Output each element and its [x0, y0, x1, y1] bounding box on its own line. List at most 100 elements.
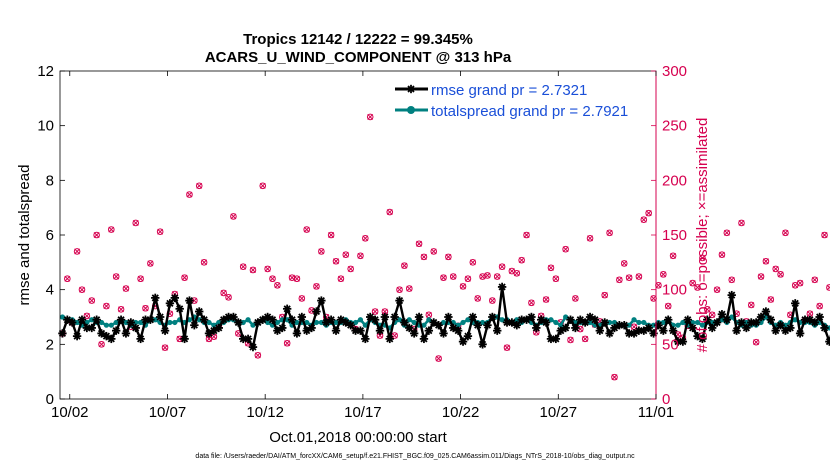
rmse-point: [175, 304, 184, 313]
totalspread-point: [421, 322, 427, 328]
obs-assimilated-marker: [723, 229, 730, 236]
rmse-point: [483, 321, 492, 330]
rmse-point: [600, 318, 609, 327]
totalspread-point: [626, 322, 632, 328]
obs-possible-marker: [606, 229, 613, 237]
obs-assimilated-marker: [88, 297, 95, 304]
obs-assimilated-marker: [440, 274, 447, 281]
obs-assimilated-marker: [645, 210, 652, 217]
obs-possible-marker: [811, 276, 819, 284]
rmse-point: [766, 315, 776, 324]
rmse-point: [688, 323, 697, 333]
obs-assimilated-marker: [709, 311, 716, 318]
obs-possible-marker: [347, 265, 354, 273]
obs-assimilated-marker: [660, 271, 667, 278]
obs-possible-marker: [230, 213, 237, 220]
totalspread-point: [74, 319, 80, 326]
totalspread-point: [694, 319, 701, 326]
obs-possible-marker: [762, 257, 770, 265]
totalspread-point: [699, 322, 706, 328]
obs-assimilated-marker: [367, 113, 374, 120]
obs-assimilated-marker: [552, 275, 559, 282]
data-file-footer: data file: /Users/raeder/DAI/ATM_forcXX/…: [195, 453, 635, 460]
obs-assimilated-marker: [494, 273, 501, 280]
obs-assimilated-marker: [806, 310, 813, 317]
rmse-point: [527, 312, 536, 322]
rmse-point: [151, 293, 160, 303]
obs-assimilated-marker: [372, 308, 379, 315]
rmse-point: [190, 321, 199, 330]
obs-possible-marker: [337, 275, 345, 283]
obs-possible-marker: [723, 229, 731, 237]
obs-assimilated-marker: [425, 311, 432, 318]
obs-possible-marker: [103, 302, 110, 310]
totalspread-point: [123, 319, 129, 326]
rmse-point: [698, 334, 707, 344]
obs-possible-marker: [362, 234, 369, 242]
rmse-point: [121, 329, 131, 338]
obs-assimilated-marker: [122, 285, 129, 292]
obs-assimilated-marker: [118, 306, 125, 313]
rmse-point: [375, 326, 385, 335]
y-left-tick-label: 0: [46, 391, 54, 408]
obs-possible-marker: [371, 308, 379, 315]
obs-assimilated-marker: [357, 252, 364, 259]
obs-possible-marker: [200, 259, 208, 266]
rmse-point: [707, 323, 717, 333]
totalspread-point: [245, 317, 251, 323]
obs-assimilated-marker: [821, 232, 828, 238]
totalspread-point: [606, 319, 613, 326]
obs-possible-marker: [752, 338, 760, 346]
obs-assimilated-marker: [210, 333, 217, 340]
totalspread-point: [680, 319, 686, 326]
totalspread-point: [743, 319, 749, 326]
totalspread-point: [660, 319, 666, 326]
totalspread-point: [265, 319, 271, 326]
obs-possible-marker: [528, 299, 535, 307]
obs-assimilated-marker: [748, 302, 755, 308]
rmse-point: [590, 315, 600, 324]
obs-assimilated-marker: [513, 270, 520, 277]
obs-assimilated-marker: [191, 297, 198, 304]
obs-assimilated-marker: [548, 264, 554, 271]
x-axis-label: Oct.01,2018 00:00:00 start: [269, 429, 447, 446]
totalspread-point: [440, 319, 447, 326]
totalspread-point: [548, 317, 554, 323]
obs-possible-marker: [616, 276, 623, 284]
y-left-tick-label: 8: [46, 172, 54, 189]
obs-assimilated-marker: [464, 275, 471, 282]
obs-possible-marker: [401, 262, 408, 269]
totalspread-point: [411, 319, 417, 326]
obs-assimilated-marker: [670, 252, 677, 259]
totalspread-point: [479, 319, 486, 326]
y-right-tick-label: 100: [662, 282, 687, 299]
legend-totalspread-label: totalspread grand pr = 2.7921: [431, 103, 628, 120]
obs-assimilated-marker: [474, 295, 481, 302]
obs-assimilated-marker: [523, 232, 530, 238]
obs-assimilated-marker: [157, 228, 164, 235]
rmse-point: [776, 321, 785, 330]
obs-assimilated-marker: [582, 335, 589, 342]
rmse-point: [756, 312, 766, 322]
totalspread-point: [406, 317, 412, 323]
obs-assimilated-marker: [626, 274, 633, 281]
obs-possible-marker: [699, 254, 706, 262]
obs-assimilated-marker: [337, 275, 344, 282]
legend-rmse-label: rmse grand pr = 2.7321: [431, 82, 587, 99]
obs-assimilated-marker: [587, 235, 594, 242]
obs-assimilated-marker: [484, 272, 491, 279]
obs-possible-marker: [611, 373, 618, 381]
totalspread-point: [465, 317, 471, 323]
obs-assimilated-marker: [318, 248, 325, 255]
obs-assimilated-marker: [562, 246, 569, 253]
obs-possible-marker: [415, 240, 423, 248]
rmse-point: [463, 331, 473, 341]
y-left-tick-label: 6: [46, 227, 54, 244]
obs-possible-marker: [782, 229, 789, 237]
obs-assimilated-marker: [826, 284, 830, 291]
rmse-point: [185, 296, 194, 305]
totalspread-point: [206, 319, 212, 326]
obs-possible-marker: [547, 264, 555, 272]
obs-possible-marker: [484, 272, 491, 279]
obs-possible-marker: [708, 311, 716, 319]
